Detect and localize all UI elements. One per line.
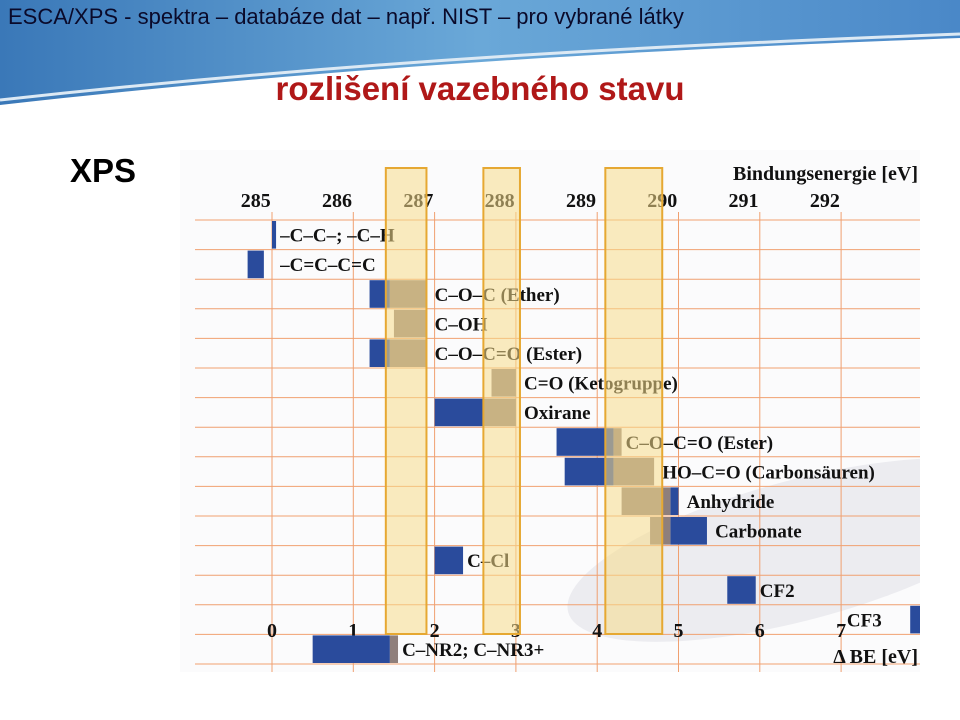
blue-energy-bar [670, 517, 707, 545]
top-axis-tick-label: 291 [729, 190, 759, 212]
bottom-axis-tick-label: 7 [836, 620, 846, 642]
blue-energy-bar [727, 576, 756, 604]
blue-energy-bar [272, 221, 277, 249]
blue-energy-bar [556, 428, 614, 456]
bottom-axis-tick-label: 5 [674, 620, 684, 642]
bottom-axis-label: Δ BE [eV] [833, 646, 918, 668]
blue-energy-bar [910, 605, 920, 634]
gray-energy-bar [389, 635, 399, 663]
xps-chart: Bindungsenergie [eV]28528628728828929029… [180, 150, 960, 674]
row-compound-label: –C=C–C=C [279, 255, 376, 276]
bottom-axis-tick-label: 6 [755, 620, 765, 642]
top-axis-label: Bindungsenergie [eV] [733, 163, 918, 185]
highlight-band [604, 167, 664, 635]
row-compound-label: CF2 [760, 581, 795, 602]
bottom-axis-tick-label: 2 [430, 620, 440, 642]
blue-energy-bar [434, 398, 484, 427]
row-compound-label: Oxirane [524, 403, 591, 424]
slide-header: ESCA/XPS - spektra – databáze dat – např… [0, 0, 960, 110]
blue-energy-bar [434, 546, 464, 575]
top-axis-tick-label: 285 [241, 190, 271, 212]
blue-energy-bar [369, 280, 390, 308]
xps-chart-svg: Bindungsenergie [eV]28528628728828929029… [180, 150, 960, 674]
bottom-axis-tick-label: 0 [267, 620, 277, 642]
blue-energy-bar [247, 250, 264, 279]
row-compound-label: C–OH [435, 314, 488, 335]
row-compound-label: Carbonate [715, 522, 802, 543]
row-compound-label: CF3 [847, 610, 882, 631]
top-axis-tick-label: 286 [322, 190, 352, 212]
slide-subtitle: rozlišení vazebného stavu [275, 70, 685, 107]
bottom-axis-tick-label: 1 [348, 620, 358, 642]
row-compound-label: Anhydride [687, 492, 775, 513]
row-compound-label: C–NR2; C–NR3+ [402, 640, 544, 661]
top-axis-tick-label: 292 [810, 190, 840, 212]
blue-energy-bar [670, 487, 679, 515]
row-compound-label: –C–C–; –C–H [279, 226, 395, 247]
blue-energy-bar [369, 339, 390, 367]
xps-label: XPS [70, 152, 137, 189]
highlight-band [482, 167, 521, 635]
top-axis-tick-label: 289 [566, 190, 596, 212]
blue-energy-bar [312, 635, 390, 663]
row-compound-label: HO–C=O (Carbonsäuren) [662, 462, 875, 483]
highlight-band [384, 167, 428, 635]
header-wave-decoration [0, 0, 960, 105]
slide-title: ESCA/XPS - spektra – databáze dat – např… [8, 4, 684, 29]
bottom-axis-tick-label: 4 [592, 620, 602, 642]
background-molecule-shape [567, 458, 960, 642]
